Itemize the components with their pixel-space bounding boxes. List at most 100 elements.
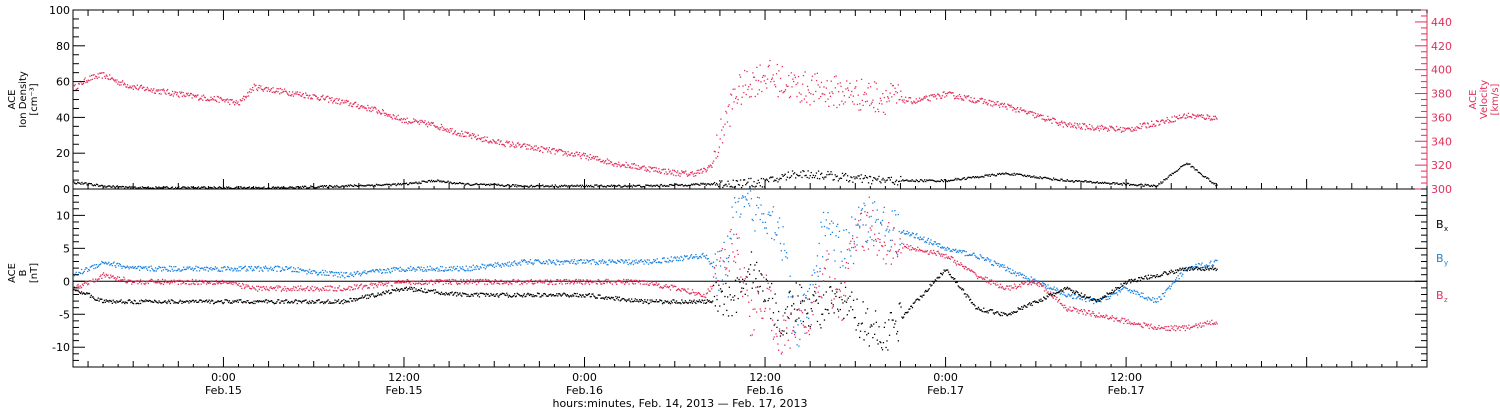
by-point [142,266,144,268]
bz-point [1021,282,1024,284]
density-point [732,179,734,181]
bz-point [944,257,946,259]
density-point [570,185,572,187]
bz-point [1065,307,1067,309]
velocity-point [358,107,360,110]
by-point [615,262,617,264]
by-point [887,250,889,252]
velocity-point [867,87,869,89]
velocity-point [613,165,615,167]
by-point [902,231,904,233]
bz-point [550,281,553,283]
bz-point [481,279,483,281]
bz-point [102,273,104,276]
velocity-point [390,116,392,118]
bz-point [1109,317,1111,319]
velocity-point [469,134,471,136]
velocity-point [534,149,537,151]
by-point [223,266,225,268]
by-point [1204,265,1207,268]
bz-point [779,332,782,334]
bz-point [188,283,190,285]
bz-point [749,315,751,317]
bz-point [87,284,89,286]
bz-point [370,282,372,284]
bz-point [669,289,672,291]
bz-point [231,281,233,283]
by-point [1136,290,1138,292]
velocity-point [1083,123,1085,126]
by-point [815,265,818,267]
bz-point [672,286,674,288]
bz-point [108,276,110,279]
bz-point [176,280,179,282]
bz-point [90,280,92,282]
by-point [754,230,756,232]
velocity-point [497,139,499,141]
by-point [370,271,372,273]
velocity-point [1178,114,1181,116]
bz-point [119,279,121,281]
density-point [547,185,549,187]
velocity-point [711,166,713,168]
velocity-point [1164,120,1167,122]
by-point [563,261,565,263]
by-point [96,266,99,268]
velocity-point [832,92,834,95]
bz-point [1080,308,1083,311]
density-point [182,186,184,188]
velocity-point [340,102,342,104]
bz-point [221,279,224,282]
bz-point [294,286,297,288]
bz-point [913,248,915,251]
bz-point [115,279,117,281]
by-point [942,247,944,249]
velocity-point [642,165,644,168]
by-point [181,269,183,271]
by-point [225,269,227,271]
by-point [424,270,426,272]
by-point [906,230,908,232]
bz-point [333,290,335,292]
by-point [1165,289,1167,292]
bz-point [392,280,394,282]
velocity-point [870,103,872,105]
by-point [133,267,135,269]
density-point [475,182,477,185]
by-point [357,270,359,273]
by-point [597,263,599,266]
by-point [957,251,959,253]
bz-point [660,286,662,288]
density-point [133,186,135,188]
bz-point [249,288,252,290]
by-point [485,266,488,268]
bz-point [964,265,966,268]
velocity-point [121,81,123,83]
density-point [352,185,355,188]
bz-point [194,283,196,286]
by-point [1054,289,1056,291]
velocity-point [113,80,116,82]
density-point [996,173,999,175]
bz-point [587,279,589,281]
density-point [430,179,433,181]
velocity-point [923,97,925,99]
by-point [573,259,576,261]
velocity-point [796,95,798,98]
velocity-point [623,164,625,167]
velocity-point [513,146,515,148]
bz-point [162,283,165,286]
velocity-point [1205,117,1208,120]
velocity-point [251,89,253,91]
velocity-point [86,80,88,82]
by-point [1001,264,1003,266]
density-point [377,184,380,186]
by-point [1069,295,1071,297]
bz-point [634,283,636,285]
by-point [489,264,491,267]
velocity-point [945,95,948,97]
density-point [718,186,720,188]
by-point [1033,279,1035,281]
bz-point [247,284,249,286]
density-point [1187,163,1189,166]
